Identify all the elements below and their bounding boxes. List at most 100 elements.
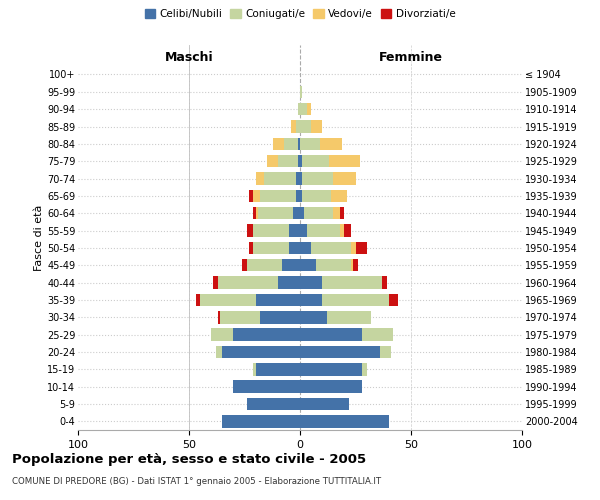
- Bar: [300, 415, 389, 428]
- Bar: [214, 276, 300, 289]
- Bar: [300, 138, 320, 150]
- Bar: [215, 346, 300, 358]
- Bar: [300, 294, 322, 306]
- Bar: [247, 398, 300, 410]
- Bar: [211, 328, 300, 341]
- Bar: [300, 276, 382, 289]
- Bar: [300, 380, 362, 393]
- Bar: [247, 398, 300, 410]
- Bar: [300, 190, 347, 202]
- Bar: [247, 224, 300, 237]
- Bar: [300, 190, 331, 202]
- Bar: [300, 242, 355, 254]
- Bar: [256, 172, 300, 185]
- Bar: [284, 138, 300, 150]
- Bar: [300, 155, 360, 168]
- Bar: [296, 172, 300, 185]
- Bar: [300, 242, 311, 254]
- Bar: [282, 259, 300, 272]
- Bar: [274, 138, 300, 150]
- Bar: [289, 242, 300, 254]
- Bar: [298, 155, 300, 168]
- Bar: [298, 103, 300, 116]
- Bar: [300, 294, 389, 306]
- Bar: [253, 363, 300, 376]
- Bar: [220, 311, 300, 324]
- Bar: [300, 259, 358, 272]
- Bar: [289, 224, 300, 237]
- Bar: [253, 363, 300, 376]
- Bar: [300, 294, 398, 306]
- Bar: [253, 242, 300, 254]
- Bar: [300, 380, 362, 393]
- Bar: [253, 207, 300, 220]
- Bar: [300, 103, 307, 116]
- Bar: [296, 190, 300, 202]
- Bar: [300, 363, 362, 376]
- Bar: [300, 172, 355, 185]
- Bar: [300, 415, 389, 428]
- Bar: [300, 311, 326, 324]
- Bar: [233, 380, 300, 393]
- Bar: [300, 86, 302, 98]
- Y-axis label: Anni di nascita: Anni di nascita: [597, 196, 600, 279]
- Bar: [298, 103, 300, 116]
- Bar: [260, 190, 300, 202]
- Bar: [300, 224, 351, 237]
- Bar: [211, 328, 300, 341]
- Bar: [233, 380, 300, 393]
- Bar: [266, 155, 300, 168]
- Bar: [258, 207, 300, 220]
- Bar: [247, 398, 300, 410]
- Bar: [300, 259, 316, 272]
- Bar: [300, 120, 322, 133]
- Bar: [298, 103, 300, 116]
- Bar: [260, 311, 300, 324]
- Bar: [300, 276, 382, 289]
- Bar: [300, 311, 371, 324]
- Bar: [253, 242, 300, 254]
- Bar: [247, 259, 300, 272]
- Bar: [200, 294, 300, 306]
- Bar: [300, 155, 302, 168]
- Bar: [300, 172, 334, 185]
- Bar: [300, 363, 367, 376]
- Bar: [274, 138, 300, 150]
- Bar: [300, 207, 334, 220]
- Bar: [300, 242, 367, 254]
- Bar: [300, 138, 342, 150]
- Bar: [300, 172, 302, 185]
- Bar: [300, 120, 311, 133]
- Bar: [300, 190, 347, 202]
- Text: Popolazione per età, sesso e stato civile - 2005: Popolazione per età, sesso e stato civil…: [12, 452, 366, 466]
- Bar: [300, 398, 349, 410]
- Bar: [300, 398, 349, 410]
- Bar: [220, 311, 300, 324]
- Bar: [300, 276, 322, 289]
- Text: Femmine: Femmine: [379, 50, 443, 64]
- Bar: [200, 294, 300, 306]
- Bar: [300, 207, 340, 220]
- Bar: [300, 398, 349, 410]
- Bar: [247, 398, 300, 410]
- Bar: [300, 311, 371, 324]
- Bar: [300, 276, 386, 289]
- Bar: [300, 155, 360, 168]
- Bar: [249, 242, 300, 254]
- Bar: [300, 259, 353, 272]
- Bar: [300, 415, 389, 428]
- Bar: [300, 259, 351, 272]
- Y-axis label: Fasce di età: Fasce di età: [34, 204, 44, 270]
- Bar: [256, 294, 300, 306]
- Bar: [300, 103, 311, 116]
- Bar: [215, 346, 300, 358]
- Bar: [300, 328, 393, 341]
- Bar: [218, 276, 300, 289]
- Bar: [223, 346, 300, 358]
- Bar: [256, 172, 300, 185]
- Bar: [300, 380, 362, 393]
- Bar: [300, 346, 391, 358]
- Bar: [300, 242, 351, 254]
- Bar: [256, 207, 300, 220]
- Bar: [300, 346, 380, 358]
